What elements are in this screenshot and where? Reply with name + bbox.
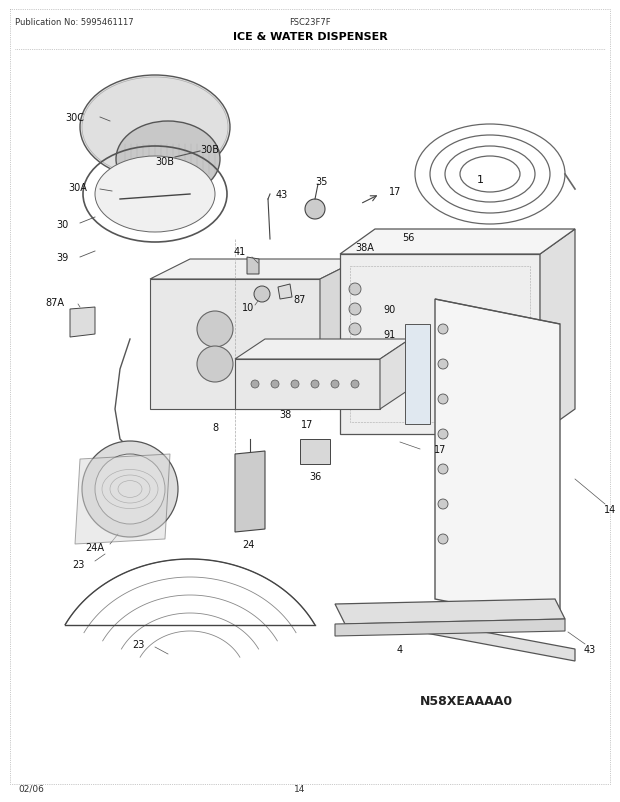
Text: 14: 14 <box>294 784 306 793</box>
Text: 17: 17 <box>434 444 446 455</box>
Text: 8: 8 <box>212 423 218 432</box>
Ellipse shape <box>197 312 233 347</box>
Polygon shape <box>300 439 330 464</box>
Ellipse shape <box>349 323 361 335</box>
Text: 10: 10 <box>242 302 254 313</box>
Text: 39: 39 <box>56 253 68 263</box>
Polygon shape <box>247 257 259 274</box>
Ellipse shape <box>349 343 361 355</box>
Text: 30A: 30A <box>69 183 87 192</box>
Text: N58XEAAAA0: N58XEAAAA0 <box>420 695 513 707</box>
Polygon shape <box>355 255 380 274</box>
Ellipse shape <box>351 380 359 388</box>
Polygon shape <box>385 237 405 257</box>
Text: 41: 41 <box>234 247 246 257</box>
Text: 87A: 87A <box>45 298 64 308</box>
Ellipse shape <box>311 380 319 388</box>
Text: 24A: 24A <box>86 542 105 553</box>
Ellipse shape <box>95 157 215 233</box>
Ellipse shape <box>291 380 299 388</box>
Polygon shape <box>235 452 265 533</box>
Ellipse shape <box>80 76 230 180</box>
Polygon shape <box>150 260 360 280</box>
Text: 17: 17 <box>301 419 313 429</box>
Ellipse shape <box>305 200 325 220</box>
Ellipse shape <box>438 359 448 370</box>
Ellipse shape <box>349 284 361 296</box>
Polygon shape <box>540 229 575 435</box>
Ellipse shape <box>271 380 279 388</box>
Polygon shape <box>335 619 565 636</box>
Ellipse shape <box>82 441 178 537</box>
Polygon shape <box>235 339 410 359</box>
Text: 30C: 30C <box>66 113 84 123</box>
Ellipse shape <box>349 363 361 375</box>
Text: FSC23F7F: FSC23F7F <box>289 18 331 27</box>
Text: 02/06: 02/06 <box>18 784 44 793</box>
Ellipse shape <box>438 500 448 509</box>
Ellipse shape <box>331 380 339 388</box>
Polygon shape <box>235 359 380 410</box>
Ellipse shape <box>95 455 165 525</box>
Text: ICE & WATER DISPENSER: ICE & WATER DISPENSER <box>232 32 388 42</box>
Ellipse shape <box>438 325 448 334</box>
Polygon shape <box>278 285 292 300</box>
Ellipse shape <box>438 395 448 404</box>
Text: 43: 43 <box>584 644 596 654</box>
Text: 90: 90 <box>384 305 396 314</box>
Ellipse shape <box>438 429 448 439</box>
Text: 17: 17 <box>389 187 401 196</box>
Text: 56: 56 <box>402 233 414 243</box>
Text: 30B: 30B <box>200 145 219 155</box>
Polygon shape <box>380 339 410 410</box>
Text: 24: 24 <box>242 539 254 549</box>
Text: 38A: 38A <box>355 243 374 253</box>
Text: 23: 23 <box>132 639 144 649</box>
Text: 43: 43 <box>276 190 288 200</box>
Text: 30: 30 <box>56 220 68 229</box>
Polygon shape <box>335 599 565 624</box>
Text: 91: 91 <box>384 330 396 339</box>
Text: 36: 36 <box>309 472 321 481</box>
Text: 1: 1 <box>477 175 484 184</box>
Ellipse shape <box>349 383 361 395</box>
Ellipse shape <box>438 534 448 545</box>
Ellipse shape <box>438 464 448 475</box>
Polygon shape <box>415 619 575 661</box>
Ellipse shape <box>197 346 233 383</box>
Polygon shape <box>280 384 330 404</box>
Polygon shape <box>405 325 430 424</box>
Polygon shape <box>340 229 575 255</box>
Polygon shape <box>435 300 560 624</box>
Polygon shape <box>70 308 95 338</box>
Polygon shape <box>75 455 170 545</box>
Text: 38: 38 <box>279 410 291 419</box>
Polygon shape <box>435 300 560 325</box>
Ellipse shape <box>254 286 270 302</box>
Text: 4: 4 <box>397 644 403 654</box>
Polygon shape <box>320 260 360 410</box>
Polygon shape <box>340 255 540 435</box>
Text: 35: 35 <box>316 176 328 187</box>
Text: 30B: 30B <box>155 157 174 167</box>
Text: 87: 87 <box>294 294 306 305</box>
Text: Publication No: 5995461117: Publication No: 5995461117 <box>15 18 134 27</box>
Ellipse shape <box>349 304 361 316</box>
Ellipse shape <box>251 380 259 388</box>
Text: 23: 23 <box>72 559 84 569</box>
Text: 14: 14 <box>604 504 616 514</box>
Polygon shape <box>150 280 320 410</box>
Ellipse shape <box>116 122 220 198</box>
